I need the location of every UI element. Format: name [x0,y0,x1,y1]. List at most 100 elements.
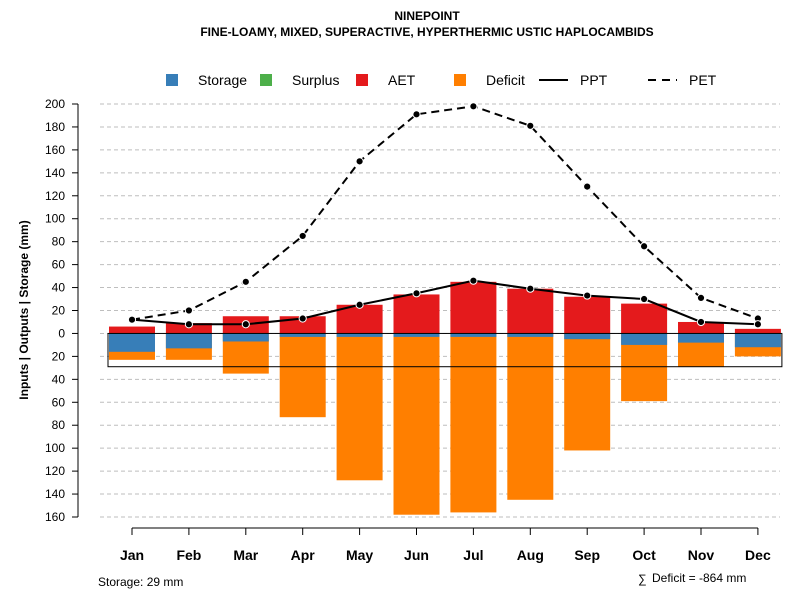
ppt-point [583,291,592,300]
bar-storage [165,333,212,349]
pet-point [640,242,649,251]
y-tick-label: 180 [45,120,65,134]
sum-symbol: ∑ [638,572,647,586]
bar-aet [109,326,155,334]
y-tick-label: 20 [52,349,66,363]
x-tick-label: Apr [291,547,316,563]
bar-aet [621,303,668,334]
legend-label-surplus: Surplus [292,72,339,88]
bar-deficit [450,333,497,513]
pet-point [298,231,307,241]
x-tick-label: Feb [176,547,201,563]
bar-storage [336,333,383,337]
y-tick-label: 40 [52,372,66,386]
ppt-point [696,317,706,327]
x-tick-label: Jul [463,547,483,563]
x-tick-label: Mar [233,547,258,563]
x-tick-label: Nov [688,547,715,563]
storage-capacity-rect [107,332,783,368]
x-tick-label: Jun [404,547,429,563]
x-tick-label: May [346,547,373,563]
ppt-point [753,320,763,329]
y-tick-label: 140 [45,487,65,501]
gridlines [100,103,780,518]
bar-deficit [507,333,554,500]
storage-capacity-box [107,332,783,368]
bar-deficit [279,333,326,418]
y-tick-label: 80 [52,235,66,249]
bar-storage [734,333,781,348]
ppt-point [412,289,421,298]
y-tick-label: 160 [45,510,65,524]
bar-storage [109,333,155,352]
legend-swatch-storage [166,74,178,86]
legend-label-pet: PET [689,72,717,88]
ppt-point [127,315,137,324]
chart-title: NINEPOINT [394,9,460,23]
pet-point [184,306,193,315]
bar-aet [336,304,383,334]
bar-aet [564,296,611,334]
pet-point [355,157,364,166]
legend-swatch-surplus [260,74,272,86]
y-tick-label: 140 [45,166,65,180]
legend-label-storage: Storage [198,72,247,88]
bars [109,281,781,515]
ppt-line [131,279,758,326]
legend: Storage Surplus AET Deficit PPT PET [166,72,717,88]
y-tick-label: 20 [52,304,66,318]
ppt-point [526,284,535,293]
pet-point [583,182,592,191]
ppt-point [640,294,649,304]
y-axis: 2001801601401201008060402002040608010012… [45,97,79,524]
y-tick-label: 60 [52,395,66,409]
bar-storage [507,333,554,337]
x-axis: Jan Feb Mar Apr May Jun Jul Aug Sep Oct Nov Dec [120,527,771,563]
y-axis-label: Inputs | Outputs | Storage (mm) [17,220,31,399]
pet-line [131,105,759,321]
deficit-total-note: Deficit = -864 mm [652,571,746,585]
legend-swatch-aet [356,74,368,86]
pet-point [412,110,421,119]
series-lines [127,102,763,329]
y-tick-label: 80 [52,418,66,432]
bar-aet [678,321,724,334]
pet-point [526,121,535,130]
y-tick-label: 200 [45,97,65,111]
x-tick-label: Jan [120,547,144,563]
bar-aet [507,288,554,334]
bar-aet [450,281,497,334]
storage-note: Storage: 29 mm [98,575,183,589]
bar-storage [564,333,611,340]
bar-aet [734,328,781,334]
legend-swatch-deficit [454,74,466,86]
x-tick-label: Dec [745,547,771,563]
bar-storage [621,333,668,345]
x-tick-label: Oct [632,547,656,563]
y-tick-label: 100 [45,212,65,226]
legend-label-deficit: Deficit [486,72,525,88]
x-tick-label: Aug [517,547,544,563]
legend-label-ppt: PPT [580,72,608,88]
pet-point [696,293,706,302]
ppt-point [184,320,193,329]
legend-label-aet: AET [388,72,416,88]
bar-aet [393,294,440,334]
bar-storage [450,333,497,337]
bar-deficit [564,333,611,451]
ppt-point [469,276,478,285]
ppt-point [241,320,250,329]
y-tick-label: 40 [52,281,66,295]
bar-deficit [336,333,383,481]
y-tick-label: 160 [45,143,65,157]
pet-point [241,277,250,286]
bar-storage [678,333,724,343]
bar-storage [393,333,440,337]
y-tick-label: 100 [45,441,65,455]
y-tick-label: 0 [58,326,65,340]
pet-point [469,102,478,111]
ppt-point [355,300,364,309]
bar-deficit [393,333,440,515]
bar-storage [279,333,326,337]
